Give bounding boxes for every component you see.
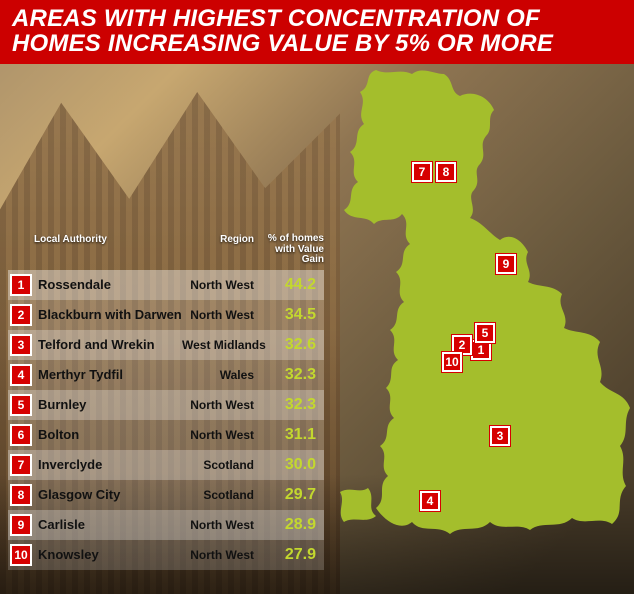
value-cell: 27.9 bbox=[260, 546, 324, 564]
value-cell: 34.5 bbox=[260, 306, 324, 324]
map-marker: 3 bbox=[490, 426, 510, 446]
infographic-title: AREAS WITH HIGHEST CONCENTRATION OF HOME… bbox=[0, 0, 634, 64]
region-cell: Scotland bbox=[182, 488, 260, 502]
data-table: Local Authority Region % of homes with V… bbox=[8, 234, 324, 570]
uk-map: 1234578910 bbox=[304, 62, 634, 582]
table-row: 6BoltonNorth West31.1 bbox=[8, 420, 324, 450]
map-marker: 4 bbox=[420, 491, 440, 511]
map-marker: 8 bbox=[436, 162, 456, 182]
title-line-1: AREAS WITH HIGHEST CONCENTRATION OF bbox=[12, 6, 622, 31]
region-cell: North West bbox=[182, 548, 260, 562]
rank-badge: 2 bbox=[10, 304, 32, 326]
region-cell: West Midlands bbox=[182, 338, 260, 352]
map-marker: 10 bbox=[442, 352, 462, 372]
region-cell: North West bbox=[182, 278, 260, 292]
col-header-authority: Local Authority bbox=[34, 234, 182, 266]
rank-badge: 3 bbox=[10, 334, 32, 356]
authority-cell: Telford and Wrekin bbox=[34, 337, 182, 352]
value-cell: 29.7 bbox=[260, 486, 324, 504]
table-row: 4Merthyr TydfilWales32.3 bbox=[8, 360, 324, 390]
table-row: 8Glasgow CityScotland29.7 bbox=[8, 480, 324, 510]
region-cell: North West bbox=[182, 428, 260, 442]
map-marker: 5 bbox=[475, 323, 495, 343]
value-cell: 31.1 bbox=[260, 426, 324, 444]
table-row: 2Blackburn with DarwenNorth West34.5 bbox=[8, 300, 324, 330]
rank-badge: 5 bbox=[10, 394, 32, 416]
table-row: 9CarlisleNorth West28.9 bbox=[8, 510, 324, 540]
map-marker: 7 bbox=[412, 162, 432, 182]
authority-cell: Bolton bbox=[34, 427, 182, 442]
value-cell: 30.0 bbox=[260, 456, 324, 474]
rank-badge: 7 bbox=[10, 454, 32, 476]
authority-cell: Inverclyde bbox=[34, 457, 182, 472]
table-row: 5BurnleyNorth West32.3 bbox=[8, 390, 324, 420]
map-marker: 9 bbox=[496, 254, 516, 274]
table-row: 3Telford and WrekinWest Midlands32.6 bbox=[8, 330, 324, 360]
authority-cell: Blackburn with Darwen bbox=[34, 307, 182, 322]
value-cell: 28.9 bbox=[260, 516, 324, 534]
table-header-row: Local Authority Region % of homes with V… bbox=[8, 234, 324, 266]
uk-landmass bbox=[340, 70, 630, 534]
region-cell: North West bbox=[182, 518, 260, 532]
rank-badge: 8 bbox=[10, 484, 32, 506]
region-cell: Wales bbox=[182, 368, 260, 382]
authority-cell: Burnley bbox=[34, 397, 182, 412]
authority-cell: Merthyr Tydfil bbox=[34, 367, 182, 382]
region-cell: North West bbox=[182, 398, 260, 412]
value-cell: 32.6 bbox=[260, 336, 324, 354]
rank-badge: 1 bbox=[10, 274, 32, 296]
rank-badge: 10 bbox=[10, 544, 32, 566]
value-cell: 44.2 bbox=[260, 276, 324, 294]
uk-map-svg bbox=[304, 62, 634, 582]
region-cell: Scotland bbox=[182, 458, 260, 472]
value-cell: 32.3 bbox=[260, 366, 324, 384]
col-header-region: Region bbox=[182, 234, 260, 266]
table-row: 7InverclydeScotland30.0 bbox=[8, 450, 324, 480]
authority-cell: Glasgow City bbox=[34, 487, 182, 502]
value-cell: 32.3 bbox=[260, 396, 324, 414]
table-row: 1RossendaleNorth West44.2 bbox=[8, 270, 324, 300]
table-row: 10KnowsleyNorth West27.9 bbox=[8, 540, 324, 570]
authority-cell: Carlisle bbox=[34, 517, 182, 532]
rank-badge: 6 bbox=[10, 424, 32, 446]
authority-cell: Knowsley bbox=[34, 547, 182, 562]
col-header-value: % of homes with Value Gain bbox=[260, 234, 324, 266]
region-cell: North West bbox=[182, 308, 260, 322]
map-marker: 1 bbox=[471, 340, 491, 360]
authority-cell: Rossendale bbox=[34, 277, 182, 292]
title-line-2: HOMES INCREASING VALUE BY 5% OR MORE bbox=[12, 31, 622, 56]
rank-badge: 9 bbox=[10, 514, 32, 536]
rank-badge: 4 bbox=[10, 364, 32, 386]
